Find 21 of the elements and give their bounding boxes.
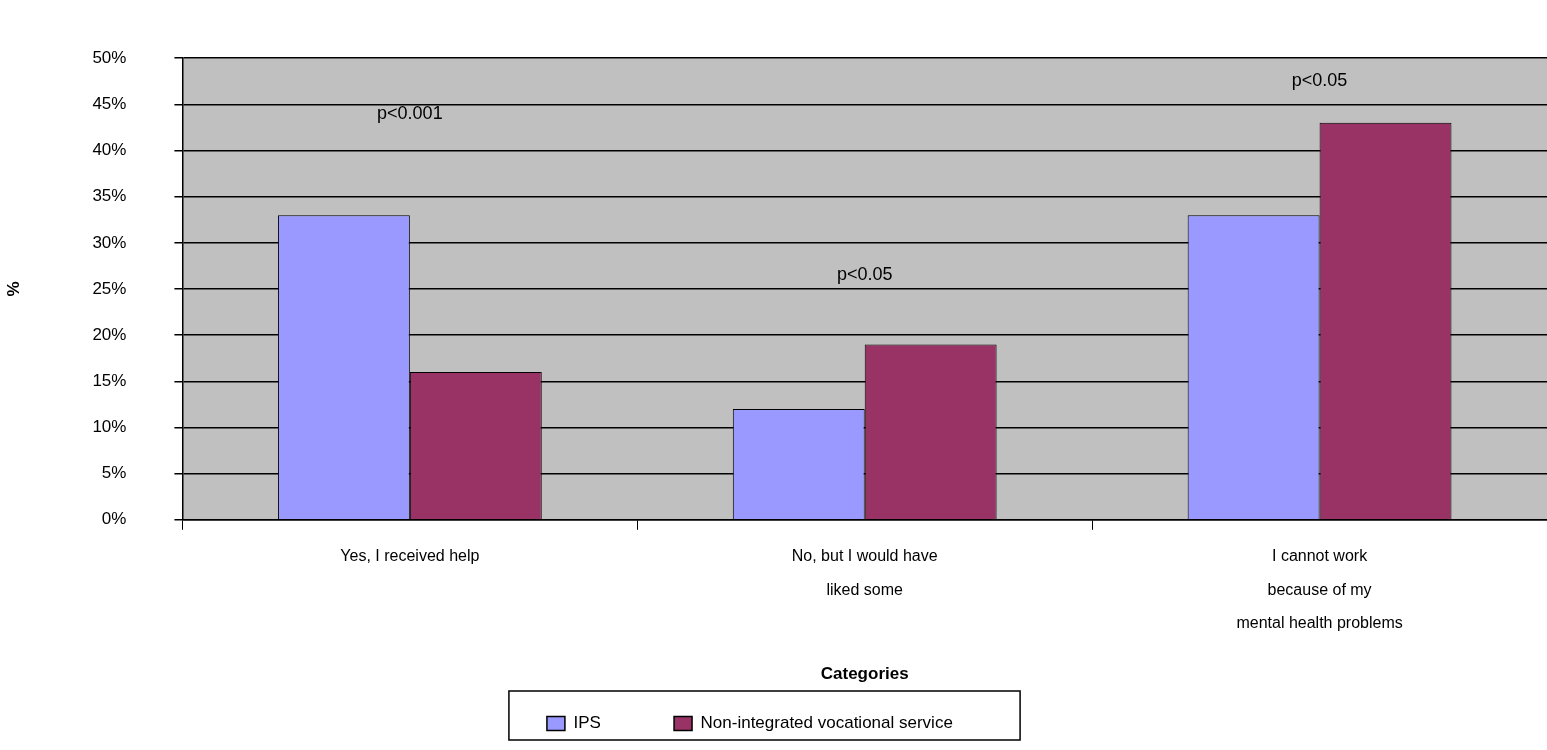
x-axis-title: Categories: [820, 664, 909, 684]
y-tick-label: 35%: [92, 186, 127, 206]
y-tick-label: 10%: [92, 417, 127, 437]
y-tick-label: 50%: [92, 47, 127, 67]
x-tick-label: I cannot work because of my mental health problems: [1236, 547, 1403, 632]
y-tick-label: 30%: [92, 232, 127, 252]
y-axis-title: %: [3, 281, 23, 297]
y-tick-label: 0%: [101, 509, 127, 529]
x-tick-label: No, but I would have liked some: [791, 547, 938, 598]
annotation: p<0.05: [836, 264, 893, 285]
y-tick-label: 5%: [101, 463, 127, 483]
x-tick-label: Yes, I received help: [340, 547, 480, 565]
y-tick-label: 40%: [92, 140, 127, 160]
annotation: p<0.05: [1291, 70, 1348, 91]
y-tick-label: 25%: [92, 278, 127, 298]
annotation: p<0.001: [377, 102, 443, 123]
legend-label: IPS: [573, 713, 649, 733]
y-tick-label: 15%: [92, 371, 127, 391]
legend-label: Non-integrated vocational service: [700, 713, 1001, 733]
y-tick-label: 20%: [92, 324, 127, 344]
y-tick-label: 45%: [92, 94, 127, 114]
